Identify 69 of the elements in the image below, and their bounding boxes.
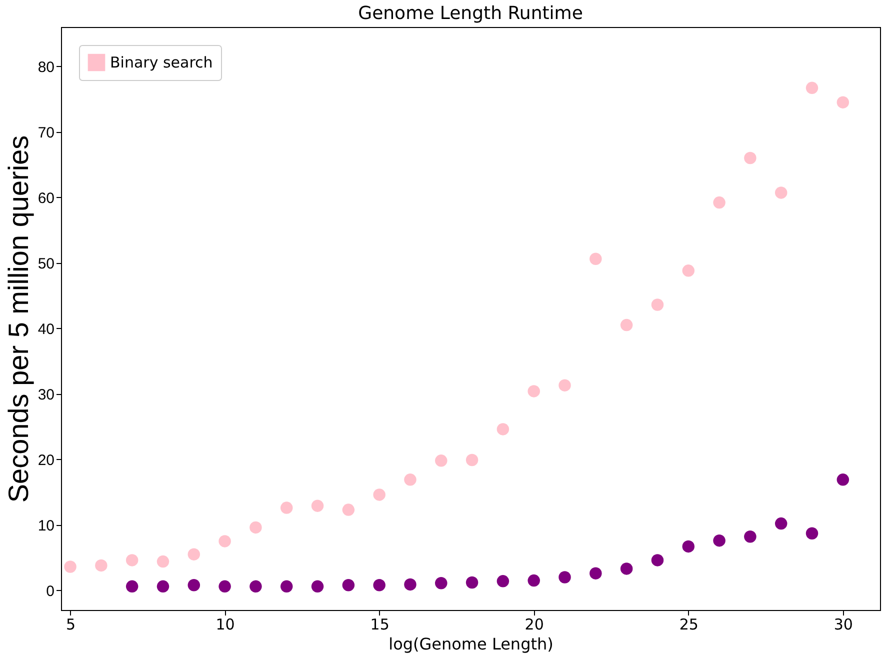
y-tick-label: 30 <box>38 386 54 404</box>
point <box>713 534 726 547</box>
point <box>744 530 756 543</box>
point <box>836 474 850 486</box>
point <box>496 575 510 588</box>
point <box>373 488 386 501</box>
point <box>682 540 695 553</box>
point <box>95 559 108 572</box>
x-axis-title: log(Genome Length) <box>388 634 554 654</box>
point <box>558 571 571 584</box>
point <box>126 554 138 566</box>
point <box>126 580 138 593</box>
x-tick-label: 15 <box>370 616 390 634</box>
point <box>218 535 231 548</box>
point <box>466 454 478 466</box>
point <box>590 252 602 265</box>
y-tick-label: 70 <box>38 124 54 142</box>
y-tick-label: 80 <box>38 58 54 76</box>
point <box>651 298 664 311</box>
y-tick-label: 20 <box>38 452 54 469</box>
point <box>620 318 633 332</box>
y-tick-label: 50 <box>38 255 54 272</box>
point <box>806 527 818 540</box>
point <box>590 567 602 580</box>
point <box>836 96 850 108</box>
point <box>744 152 756 164</box>
point <box>713 196 726 209</box>
y-tick-label: 60 <box>38 190 54 207</box>
point <box>280 502 293 514</box>
y-tick-label: 40 <box>38 320 54 338</box>
x-tick-label: 25 <box>679 616 698 634</box>
point <box>651 554 664 566</box>
y-tick-label: 10 <box>38 517 54 534</box>
point <box>250 580 262 593</box>
point <box>404 578 416 591</box>
chart-title: Genome Length Runtime <box>358 3 583 24</box>
point <box>280 580 293 593</box>
point <box>558 379 571 392</box>
point <box>404 474 416 486</box>
x-tick-label: 30 <box>834 616 853 634</box>
y-axis-title: Seconds per 5 million queries <box>2 135 34 503</box>
point <box>496 423 510 436</box>
point <box>188 578 200 592</box>
point <box>774 186 788 199</box>
point <box>466 576 478 589</box>
point <box>774 517 788 530</box>
point <box>250 521 262 534</box>
point <box>682 264 695 277</box>
point <box>528 385 540 398</box>
point <box>156 580 170 593</box>
point <box>311 500 324 512</box>
point <box>373 578 386 592</box>
point <box>188 548 200 560</box>
legend-label: Binary search <box>110 54 213 72</box>
point <box>806 82 818 94</box>
point <box>620 562 633 575</box>
point <box>342 578 355 592</box>
y-tick-label: 0 <box>46 582 54 600</box>
x-tick-label: 5 <box>66 616 76 634</box>
point <box>528 574 540 587</box>
point <box>156 555 170 568</box>
point <box>435 577 448 590</box>
x-tick-label: 20 <box>524 616 544 634</box>
point <box>64 560 76 573</box>
point <box>435 454 448 467</box>
x-tick-label: 10 <box>216 616 235 634</box>
point <box>218 580 231 593</box>
point <box>311 580 324 593</box>
point <box>342 504 355 516</box>
